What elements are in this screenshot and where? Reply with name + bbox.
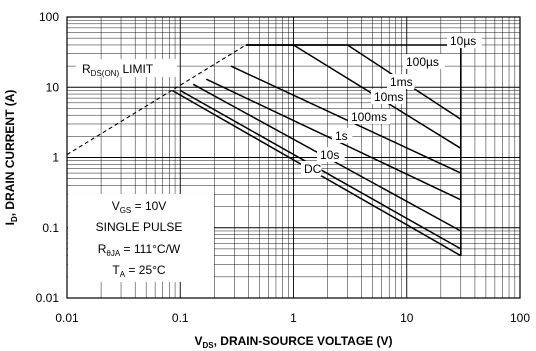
x-axis-title: VDS, DRAIN-SOURCE VOLTAGE (V) xyxy=(194,334,392,350)
y-tick-label: 1 xyxy=(52,151,59,165)
condition-vgs: VGS = 10V xyxy=(112,199,167,215)
series-label-bg-100us xyxy=(403,54,445,69)
conditions-box xyxy=(68,194,214,282)
series-line-10ms xyxy=(230,65,462,174)
series-label-bg-100ms xyxy=(348,109,390,124)
x-tick-label: 100 xyxy=(510,311,530,325)
series-label-dc: DC xyxy=(304,162,322,176)
series-label-100ms: 100ms xyxy=(351,110,387,124)
rdson-label-background xyxy=(76,59,177,77)
series-label-1s: 1s xyxy=(335,129,348,143)
series-label-1ms: 1ms xyxy=(390,75,413,89)
series-line-1ms xyxy=(245,44,462,149)
series-label-10s: 10s xyxy=(320,148,339,162)
y-tick-label: 100 xyxy=(39,10,59,24)
x-tick-label: 0.01 xyxy=(55,311,79,325)
condition-rthja: RθJA = 111°C/W xyxy=(98,242,181,258)
x-tick-label: 1 xyxy=(290,311,297,325)
series-label-bg-10s xyxy=(317,147,345,162)
series-label-bg-10us xyxy=(447,33,482,48)
plot-frame xyxy=(66,16,521,299)
y-axis-title: ID, DRAIN CURRENT (A) xyxy=(3,90,19,226)
series-label-bg-10ms xyxy=(371,89,406,104)
series-label-10ms: 10ms xyxy=(374,90,403,104)
y-tick-label: 0.01 xyxy=(36,291,60,305)
condition-ta: TA = 25°C xyxy=(112,263,166,279)
rdson-limit-label: RDS(ON) LIMIT xyxy=(82,62,154,78)
y-tick-label: 10 xyxy=(46,80,60,94)
series-label-bg-1ms xyxy=(387,74,415,89)
series-label-bg-dc xyxy=(301,161,322,176)
x-tick-label: 10 xyxy=(400,311,414,325)
y-tick-label: 0.1 xyxy=(42,221,59,235)
series-label-10us: 10µs xyxy=(450,34,476,48)
tick-labels: 0.01 0.1 1 10 100 0.01 0.1 1 10 100 xyxy=(36,10,531,325)
x-tick-label: 0.1 xyxy=(172,311,189,325)
condition-single-pulse: SINGLE PULSE xyxy=(96,220,183,234)
series-label-bg-1s xyxy=(332,128,353,143)
curve-label-backgrounds xyxy=(301,33,482,176)
series-label-100us: 100µs xyxy=(406,55,439,69)
